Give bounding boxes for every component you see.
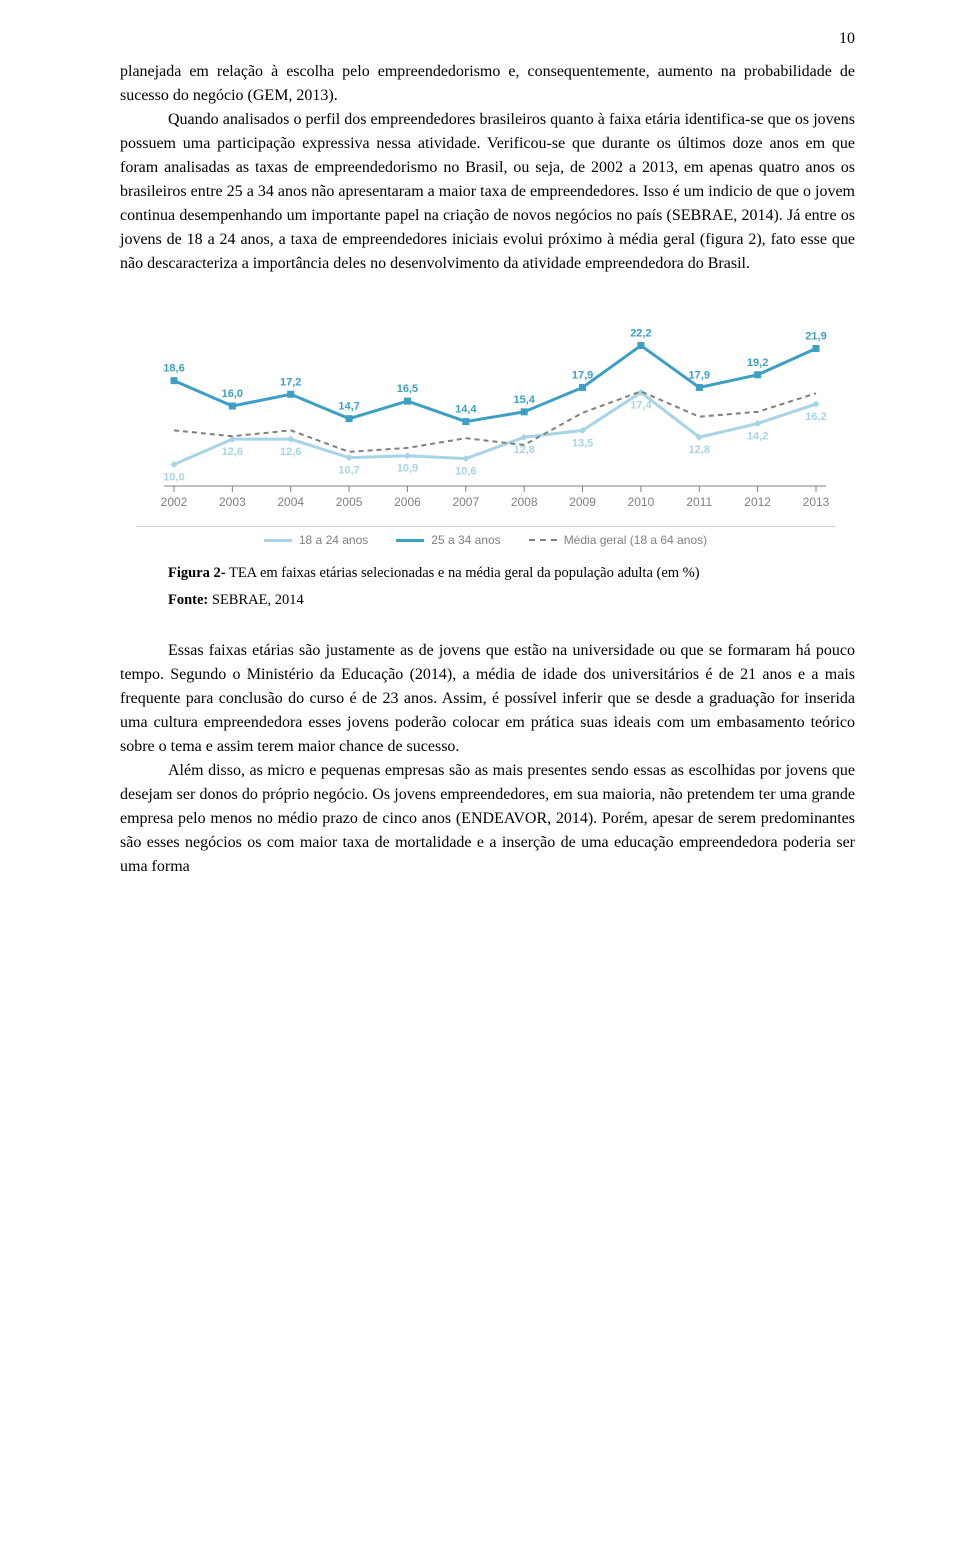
svg-text:16,0: 16,0 — [222, 388, 243, 400]
svg-text:2003: 2003 — [219, 495, 246, 509]
figure-caption: Figura 2- TEA em faixas etárias selecion… — [168, 565, 855, 582]
figure-source-prefix: Fonte: — [168, 592, 208, 608]
svg-text:2007: 2007 — [452, 495, 479, 509]
figure-caption-prefix: Figura 2- — [168, 565, 226, 581]
legend-label-2: 25 a 34 anos — [431, 533, 500, 547]
svg-text:2011: 2011 — [686, 495, 712, 509]
svg-text:2010: 2010 — [628, 495, 655, 509]
svg-text:12,6: 12,6 — [222, 446, 243, 458]
svg-text:17,9: 17,9 — [572, 369, 593, 381]
svg-text:2006: 2006 — [394, 495, 421, 509]
figure-caption-text: TEA em faixas etárias selecionadas e na … — [226, 565, 700, 581]
paragraph-4: Além disso, as micro e pequenas empresas… — [120, 759, 855, 879]
legend-item-1: 18 a 24 anos — [264, 533, 368, 547]
svg-text:18,6: 18,6 — [163, 363, 184, 375]
line-chart-svg: 2002 2003 2004 2005 2006 2007 2008 2009 2010 2011… — [136, 316, 836, 526]
svg-text:12,8: 12,8 — [689, 444, 710, 456]
svg-text:2008: 2008 — [511, 495, 538, 509]
svg-text:17,2: 17,2 — [280, 376, 301, 388]
figure-2-chart: 2002 2003 2004 2005 2006 2007 2008 2009 2010 2011… — [136, 316, 855, 547]
svg-text:19,2: 19,2 — [747, 357, 768, 369]
svg-text:14,2: 14,2 — [747, 431, 768, 443]
svg-text:15,4: 15,4 — [513, 394, 535, 406]
svg-text:10,9: 10,9 — [397, 463, 418, 475]
svg-text:2004: 2004 — [277, 495, 304, 509]
paragraph-3: Essas faixas etárias são justamente as d… — [120, 639, 855, 759]
legend-label-1: 18 a 24 anos — [299, 533, 368, 547]
svg-text:16,5: 16,5 — [397, 383, 418, 395]
figure-source-text: SEBRAE, 2014 — [208, 592, 303, 608]
paragraph-1: planejada em relação à escolha pelo empr… — [120, 60, 855, 108]
page-number: 10 — [839, 30, 855, 48]
svg-text:14,4: 14,4 — [455, 404, 477, 416]
chart-legend: 18 a 24 anos 25 a 34 anos Média geral (1… — [136, 526, 835, 547]
svg-text:13,5: 13,5 — [572, 437, 593, 449]
svg-text:17,4: 17,4 — [630, 399, 652, 411]
svg-text:2005: 2005 — [336, 495, 363, 509]
svg-text:2012: 2012 — [744, 495, 771, 509]
legend-swatch-2 — [396, 539, 424, 542]
figure-source: Fonte: SEBRAE, 2014 — [168, 592, 855, 609]
legend-label-3: Média geral (18 a 64 anos) — [564, 533, 707, 547]
svg-text:14,7: 14,7 — [338, 401, 359, 413]
legend-item-2: 25 a 34 anos — [396, 533, 500, 547]
svg-text:21,9: 21,9 — [805, 330, 826, 342]
svg-text:22,2: 22,2 — [630, 328, 651, 340]
svg-text:17,9: 17,9 — [689, 369, 710, 381]
svg-text:2009: 2009 — [569, 495, 596, 509]
svg-text:12,6: 12,6 — [280, 446, 301, 458]
svg-text:10,7: 10,7 — [338, 465, 359, 477]
svg-text:10,6: 10,6 — [455, 466, 476, 478]
svg-text:16,2: 16,2 — [805, 411, 826, 423]
svg-text:2013: 2013 — [803, 495, 830, 509]
paragraph-2: Quando analisados o perfil dos empreende… — [120, 108, 855, 276]
svg-text:2002: 2002 — [161, 495, 188, 509]
legend-swatch-3 — [529, 539, 557, 541]
legend-item-3: Média geral (18 a 64 anos) — [529, 533, 707, 547]
legend-swatch-1 — [264, 539, 292, 542]
svg-text:10,0: 10,0 — [163, 472, 184, 484]
